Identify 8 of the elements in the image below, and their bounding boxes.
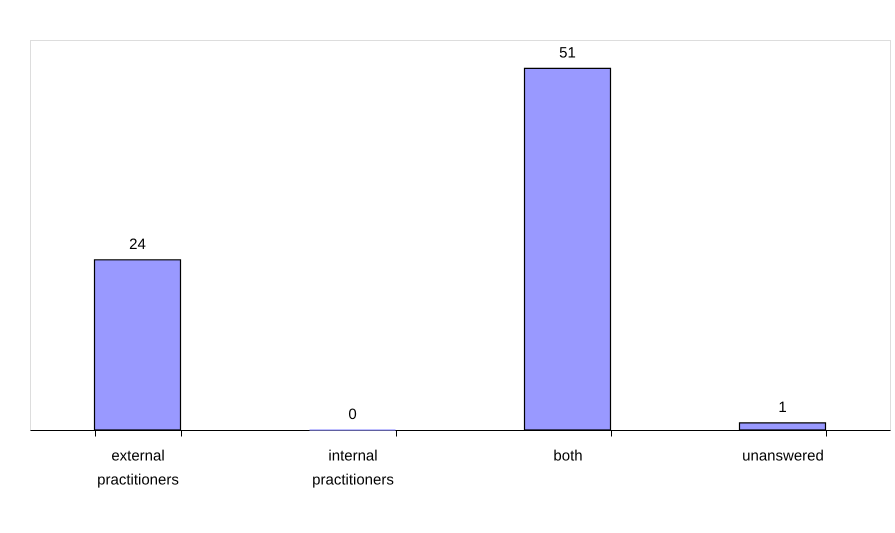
x-tick-label: both — [553, 448, 583, 464]
data-label: 24 — [129, 236, 146, 253]
data-label: 1 — [778, 398, 787, 416]
x-tick-label: internal practitioners — [312, 448, 394, 488]
x-tick-label: external practitioners — [97, 448, 179, 488]
data-label: 0 — [348, 406, 357, 423]
data-label: 51 — [559, 44, 576, 62]
x-tick-label: unanswered — [742, 448, 824, 464]
